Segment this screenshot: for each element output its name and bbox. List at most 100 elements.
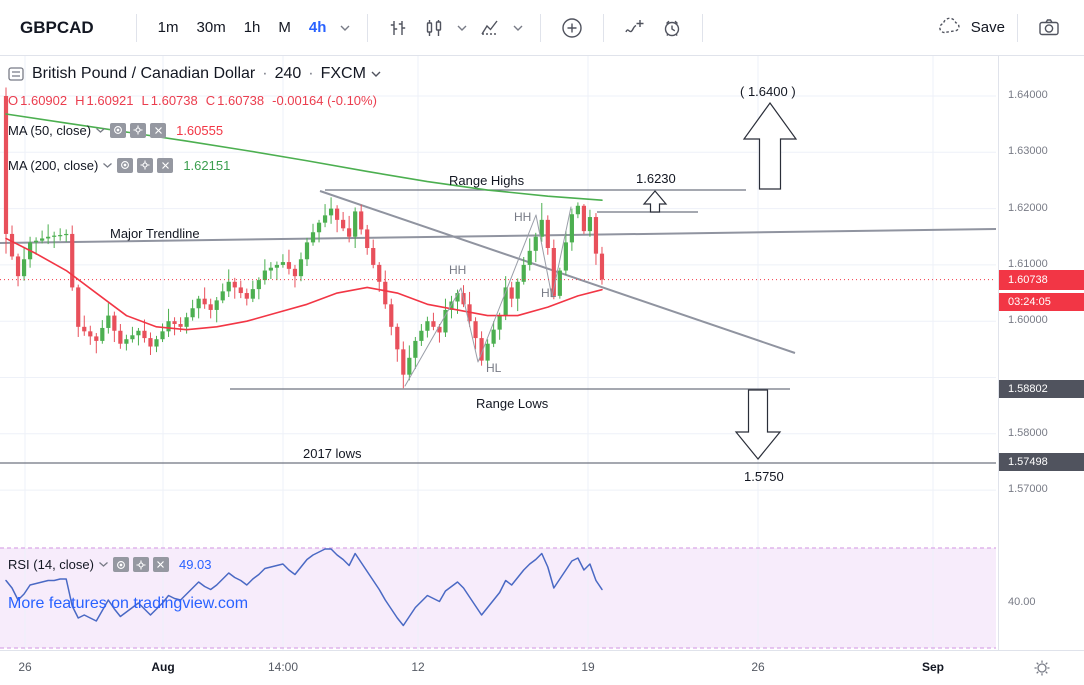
toolbar-separator — [540, 13, 542, 42]
save-label: Save — [970, 19, 1005, 36]
close-icon[interactable] — [150, 122, 167, 138]
bars-chart-icon[interactable] — [388, 19, 408, 37]
ohlc-open-label: O — [8, 92, 19, 108]
candle-body — [298, 259, 304, 277]
candle-body — [208, 304, 213, 310]
candle-body — [46, 236, 51, 239]
ma200-label[interactable]: MA (200, close) — [8, 157, 99, 173]
chart-type-chevron-icon[interactable] — [457, 25, 467, 31]
candle-body — [304, 242, 310, 260]
candle-body — [124, 339, 129, 344]
rsi-tick: 40.00 — [1008, 596, 1036, 608]
candle-body — [88, 331, 93, 337]
candles-chart-icon[interactable] — [424, 19, 444, 37]
candle-body — [479, 338, 484, 361]
rsi-label[interactable]: RSI (14, close) — [8, 557, 94, 572]
candle-body — [106, 315, 111, 328]
gear-icon[interactable] — [132, 557, 149, 572]
ma200-chevron-icon[interactable] — [103, 162, 113, 168]
candle-body — [70, 233, 75, 288]
ohlc-low-value: 1.60738 — [150, 92, 198, 108]
indicators-icon[interactable] — [624, 18, 646, 38]
candle-body — [593, 217, 599, 254]
candle-body — [166, 321, 171, 332]
candle-body — [184, 317, 189, 327]
close-icon[interactable] — [157, 157, 174, 173]
candle-body — [497, 315, 502, 330]
candle-body — [371, 248, 376, 265]
chart-title[interactable]: British Pound / Canadian Dollar — [32, 65, 256, 82]
gear-icon[interactable] — [137, 157, 154, 173]
candle-body — [322, 215, 328, 223]
ma50-label[interactable]: MA (50, close) — [8, 122, 92, 138]
interval-1m-button[interactable]: 1m — [157, 19, 179, 36]
chart-legend: British Pound / Canadian Dollar · 240 · … — [8, 63, 386, 174]
candle-body — [365, 229, 370, 249]
candle-body — [244, 293, 249, 299]
candle-body — [136, 330, 141, 336]
area-chart-icon[interactable] — [480, 19, 500, 37]
interval-1M-button[interactable]: M — [278, 19, 291, 36]
rsi-chevron-icon[interactable] — [99, 562, 108, 567]
candle-body — [274, 264, 279, 268]
candle-body — [40, 238, 45, 241]
ohlc-close-value: 1.60738 — [217, 92, 265, 108]
small-breakout-arrow[interactable] — [642, 190, 668, 213]
time-axis[interactable]: 26 Aug 14:00 12 19 26 Sep — [0, 650, 1084, 685]
candle-body — [160, 331, 165, 340]
intervals-chevron-icon[interactable] — [340, 25, 350, 31]
tradingview-link[interactable]: More features on tradingview.com — [8, 595, 249, 612]
title-chevron-icon[interactable] — [371, 71, 381, 77]
candle-body — [280, 262, 286, 265]
top-toolbar: GBPCAD 1m 30m 1h M 4h — [0, 0, 1084, 56]
close-icon[interactable] — [152, 557, 169, 572]
candle-body — [419, 330, 424, 341]
candle-body — [557, 270, 562, 296]
candle-body — [310, 232, 316, 243]
screenshot-camera-icon[interactable] — [1038, 18, 1060, 37]
candle-body — [383, 281, 388, 305]
ma50-chevron-icon[interactable] — [96, 127, 106, 133]
candle-body — [15, 256, 21, 277]
candle-body — [587, 217, 593, 232]
candle-body — [250, 289, 255, 299]
gear-icon[interactable] — [130, 122, 147, 138]
candle-body — [473, 321, 478, 339]
chart-settings-icon[interactable] — [1032, 658, 1052, 683]
up-target-arrow[interactable] — [742, 101, 798, 190]
ohlc-row: O 1.60902 H 1.60921 L 1.60738 C 1.60738 … — [8, 91, 386, 109]
candle-body — [503, 287, 508, 316]
interval-1h-button[interactable]: 1h — [243, 19, 261, 36]
candle-body — [238, 287, 243, 294]
alert-clock-icon[interactable] — [662, 18, 682, 38]
price-tick: 1.60000 — [1008, 314, 1048, 327]
candle-body — [443, 309, 448, 333]
toolbar-separator — [367, 13, 369, 42]
candle-body — [262, 270, 267, 281]
symbol-button[interactable]: GBPCAD — [20, 17, 94, 37]
rsi-value: 49.03 — [178, 557, 212, 572]
ohlc-high-label: H — [75, 92, 85, 108]
toolbar-separator — [603, 13, 605, 42]
candle-body — [316, 222, 322, 233]
price-axis[interactable]: 1.60738 03:24:05 1.58802 1.57498 1.64000… — [998, 55, 1084, 651]
down-target-arrow[interactable] — [734, 389, 782, 460]
candle-body — [401, 349, 406, 375]
eye-icon[interactable] — [117, 157, 134, 173]
candle-body — [148, 338, 153, 347]
compare-add-icon[interactable] — [561, 17, 583, 39]
major-trendline[interactable] — [0, 228, 997, 244]
save-button[interactable]: Save — [937, 16, 1005, 40]
interval-4h-button[interactable]: 4h — [308, 19, 327, 36]
candle-body — [569, 214, 574, 243]
area-type-chevron-icon[interactable] — [513, 25, 523, 31]
symbol-menu-icon[interactable] — [8, 67, 24, 81]
eye-icon[interactable] — [112, 557, 129, 572]
interval-30m-button[interactable]: 30m — [196, 19, 226, 36]
candle-body — [539, 219, 544, 237]
candle-body — [76, 287, 81, 327]
eye-icon[interactable] — [110, 122, 127, 138]
ohlc-low-label: L — [141, 92, 149, 108]
